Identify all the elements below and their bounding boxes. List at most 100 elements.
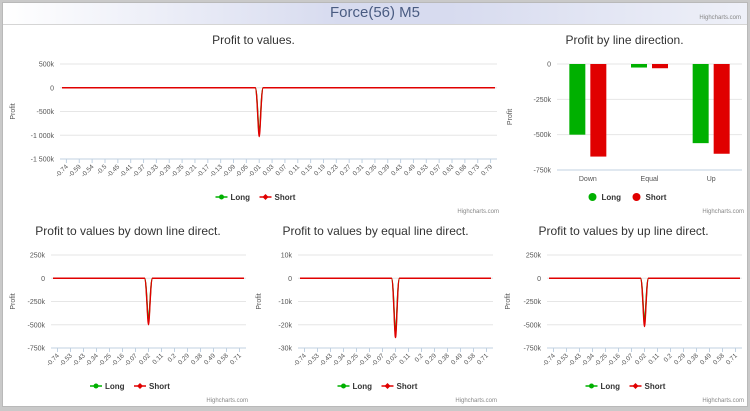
x-tick-label: 0.29 bbox=[177, 352, 191, 366]
x-tick-label: -0.25 bbox=[97, 352, 113, 368]
x-tick-label: 0.58 bbox=[712, 352, 726, 366]
legend-label: Short bbox=[646, 193, 667, 202]
chart-title: Profit to values. bbox=[212, 33, 295, 47]
bar-long-up bbox=[692, 64, 709, 144]
x-tick-label: 0.23 bbox=[326, 163, 340, 177]
legend-marker bbox=[341, 383, 346, 389]
y-tick-label: 250k bbox=[526, 253, 542, 260]
x-tick-label: 0.43 bbox=[390, 163, 404, 177]
credit-text[interactable]: Highcharts.com bbox=[457, 209, 499, 215]
legend-marker bbox=[384, 383, 391, 389]
x-tick-label: -0.25 bbox=[344, 352, 360, 368]
x-tick-label: -0.74 bbox=[54, 163, 70, 179]
x-tick-label: 0.02 bbox=[385, 352, 399, 366]
x-tick-label: 0.35 bbox=[364, 163, 378, 177]
y-tick-label: -500k bbox=[523, 322, 541, 329]
x-tick-label: 0.49 bbox=[203, 352, 217, 366]
x-tick-label: 0.07 bbox=[274, 163, 288, 177]
x-tick-label: 0.58 bbox=[463, 352, 477, 366]
chart-title: Profit to values by down line direct. bbox=[35, 224, 220, 238]
x-tick-label: -0.21 bbox=[183, 163, 199, 179]
legend-marker bbox=[632, 193, 641, 201]
x-tick-label: 0.49 bbox=[450, 352, 464, 366]
title-bar: Force(56) M5 Highcharts.com bbox=[3, 3, 747, 25]
x-tick-label: 0.39 bbox=[377, 163, 391, 177]
chart-profit-to-values: Profit to values. 500k 0 -500k -1 000k -1 500… bbox=[10, 33, 497, 202]
x-tick-label: -0.53 bbox=[58, 352, 74, 368]
chart-up-direction: Profit to values by up line direct. 250k 0… bbox=[505, 224, 742, 391]
legend-label: Long bbox=[601, 382, 621, 391]
x-tick-label: 0.31 bbox=[352, 163, 366, 177]
legend-marker bbox=[588, 193, 597, 201]
y-tick-label: -750k bbox=[533, 168, 551, 175]
chart-equal-direction: Profit to values by equal line direct. 10… bbox=[256, 224, 493, 391]
x-tick-label: -0.53 bbox=[554, 352, 570, 368]
bar-short-down bbox=[590, 64, 607, 157]
x-tick-label: 0.63 bbox=[442, 163, 456, 177]
x-tick-label: -0.07 bbox=[370, 352, 386, 368]
legend-label: Short bbox=[149, 382, 170, 391]
legend-label: Long bbox=[105, 382, 125, 391]
x-tick-label: -0.37 bbox=[132, 163, 148, 179]
x-tick-label: -0.07 bbox=[619, 352, 635, 368]
y-tick-label: 10k bbox=[281, 253, 293, 260]
x-tick-label: -0.43 bbox=[567, 352, 583, 368]
x-tick-label: 0.02 bbox=[138, 352, 152, 366]
legend-label: Short bbox=[645, 382, 666, 391]
legend-label: Long bbox=[353, 382, 373, 391]
x-tick-label: -0.33 bbox=[144, 163, 160, 179]
credit-text[interactable]: Highcharts.com bbox=[702, 398, 744, 404]
x-tick-label: 0.11 bbox=[151, 352, 165, 366]
x-tick-label: 0.11 bbox=[398, 352, 412, 366]
y-tick-label: 0 bbox=[537, 276, 541, 283]
x-tick-label: 0.38 bbox=[686, 352, 700, 366]
y-tick-label: -250k bbox=[533, 97, 551, 104]
x-tick-label: -0.59 bbox=[67, 163, 83, 179]
x-tick-label: -0.34 bbox=[84, 352, 100, 368]
chart-panel-profit-to-values: Profit to values. 500k 0 -500k -1 000k -1 500… bbox=[5, 25, 502, 217]
legend-marker bbox=[589, 383, 594, 389]
y-tick-label: 0 bbox=[50, 85, 54, 92]
y-tick-label: -250k bbox=[27, 299, 45, 306]
y-tick-label: -20k bbox=[278, 322, 292, 329]
series-line-short bbox=[549, 277, 740, 328]
chart-title: Profit to values by equal line direct. bbox=[282, 224, 468, 238]
x-tick-label: -0.25 bbox=[170, 163, 186, 179]
x-tick-label: 0.11 bbox=[288, 163, 302, 177]
x-tick-label: -0.43 bbox=[318, 352, 334, 368]
x-tick-label: 0.2 bbox=[167, 352, 179, 364]
x-tick-label: 0.15 bbox=[300, 163, 314, 177]
x-tick-label: 0.71 bbox=[725, 352, 739, 366]
x-tick-label: 0.58 bbox=[216, 352, 230, 366]
credit-text[interactable]: Highcharts.com bbox=[702, 209, 744, 215]
series-line-long bbox=[53, 277, 244, 322]
series-line-short bbox=[53, 277, 244, 326]
bar-long-equal bbox=[631, 64, 647, 68]
y-tick-label: 0 bbox=[288, 276, 292, 283]
credit-text[interactable]: Highcharts.com bbox=[455, 398, 497, 404]
x-tick-label: -0.74 bbox=[541, 352, 557, 368]
x-tick-label: 0.38 bbox=[437, 352, 451, 366]
x-tick-label: 0.79 bbox=[480, 163, 494, 177]
x-tick-label: 0.27 bbox=[339, 163, 353, 177]
x-tick-label: -0.07 bbox=[123, 352, 139, 368]
x-tick-label: 0.2 bbox=[414, 352, 426, 364]
y-tick-label: -750k bbox=[523, 346, 541, 353]
x-tick-label: 0.19 bbox=[313, 163, 327, 177]
x-tick-label: 0.11 bbox=[647, 352, 661, 366]
series-line-short bbox=[62, 87, 495, 138]
chart-title: Profit to values by up line direct. bbox=[538, 224, 708, 238]
chart-profit-by-direction: Profit by line direction. 0 -250k -500k -750… bbox=[507, 33, 742, 202]
x-tick-label: -0.54 bbox=[80, 163, 96, 179]
series-line-short bbox=[300, 277, 491, 339]
credit-text[interactable]: Highcharts.com bbox=[206, 398, 248, 404]
bar-long-down bbox=[569, 64, 586, 135]
x-tick-label: -0.13 bbox=[209, 163, 225, 179]
x-tick-label: -0.05 bbox=[234, 163, 250, 179]
x-tick-label: 0.2 bbox=[663, 352, 675, 364]
y-tick-label: -250k bbox=[523, 299, 541, 306]
series-line-long bbox=[62, 87, 495, 134]
credit-text[interactable]: Highcharts.com bbox=[699, 15, 741, 21]
chart-panel-profit-by-direction: Profit by line direction. 0 -250k -500k -750… bbox=[502, 25, 747, 217]
